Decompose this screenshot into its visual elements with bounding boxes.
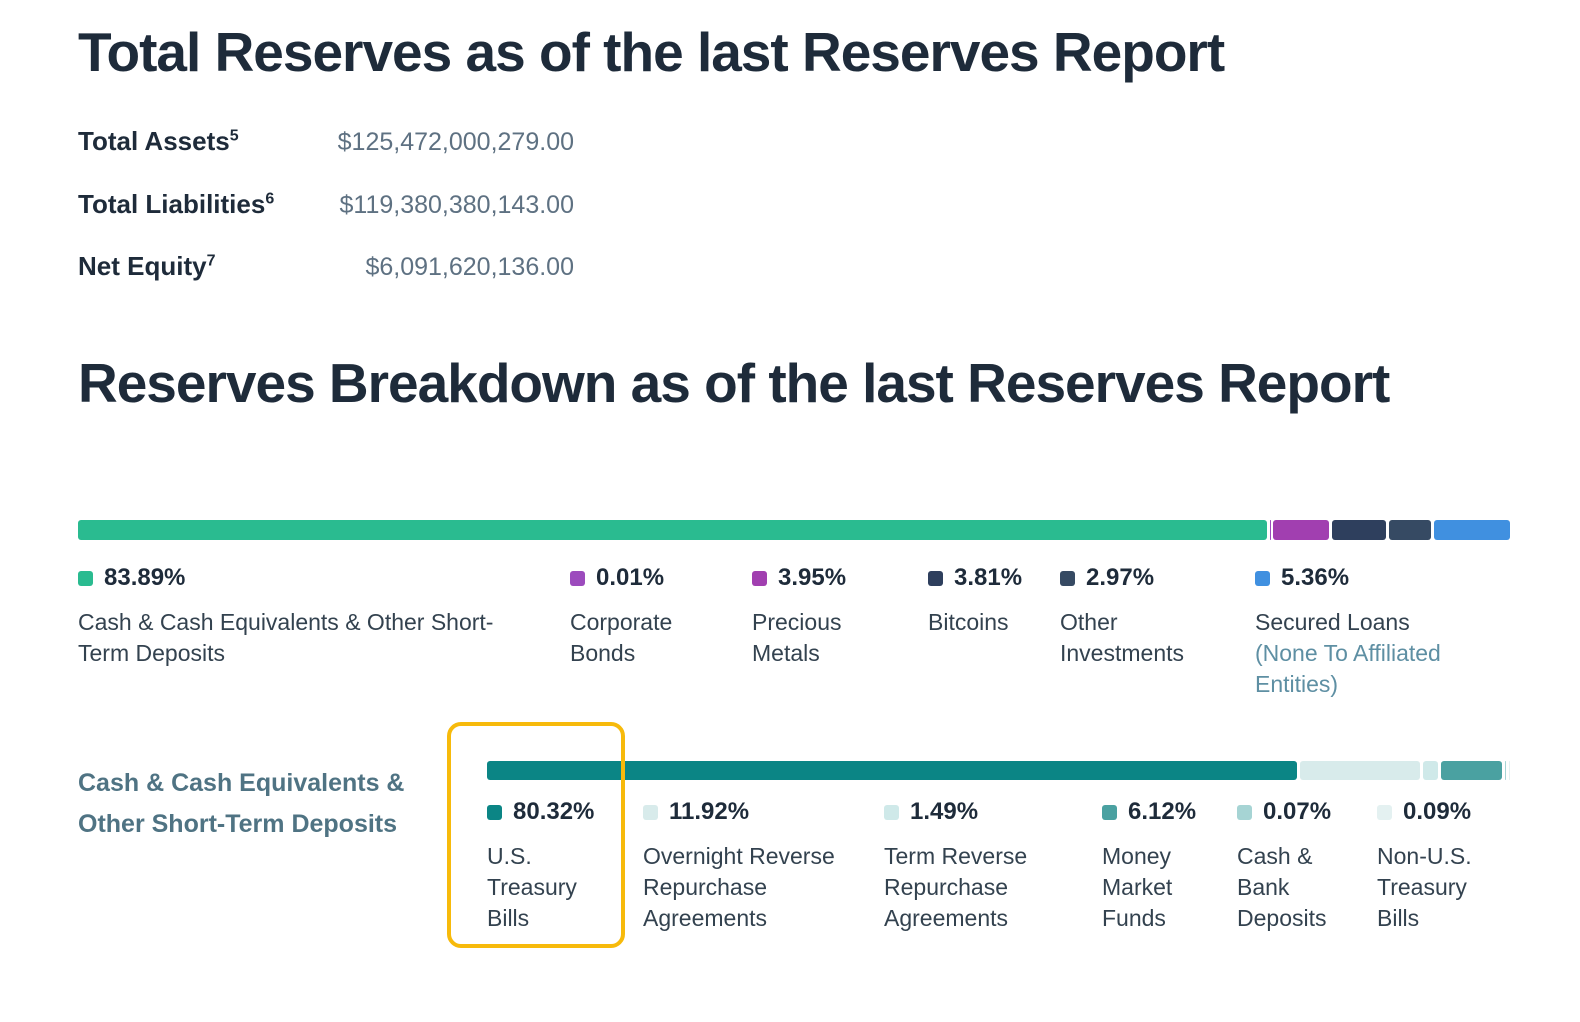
bitcoins-percent: 3.81% (954, 564, 1023, 591)
net-equity-row: Net Equity7 $6,091,620,136.00 (78, 251, 574, 287)
footnote-ref-5: 5 (229, 127, 239, 145)
total-liabilities-row: Total Liabilities6 $119,380,380,143.00 (78, 189, 574, 225)
legend-item-corporate-bonds: 0.01% Corporate Bonds (570, 564, 700, 669)
legend-item-money-market-funds: 6.12% Money Market Funds (1102, 798, 1196, 934)
non-us-treasury-bills-swatch-icon (1377, 804, 1392, 820)
cash-equivalents-percent: 83.89% (104, 564, 186, 591)
total-liabilities-label: Total Liabilities6 (78, 189, 574, 220)
cash-section-label: Cash & Cash Equivalents & Other Short-Te… (78, 769, 405, 838)
cash-breakdown-stacked-bar (487, 761, 1510, 780)
overnight-reverse-repo-label: Overnight Reverse Repurchase Agreements (643, 843, 835, 931)
total-assets-value: $125,472,000,279.00 (337, 128, 574, 156)
cash-bank-deposits-label: Cash & Bank Deposits (1237, 843, 1327, 931)
cash-equivalents-swatch-icon (78, 570, 93, 586)
legend-head: 6.12% (1102, 798, 1196, 826)
corporate-bonds-percent: 0.01% (596, 564, 665, 591)
legend-head: 1.49% (884, 798, 1044, 826)
net-equity-label: Net Equity7 (78, 251, 574, 282)
legend-head: 3.95% (752, 564, 867, 592)
legend-item-secured-loans: 5.36% Secured Loans (None To Affiliated … (1255, 564, 1470, 700)
total-assets-label: Total Assets5 (78, 126, 574, 157)
legend-head: 0.09% (1377, 798, 1482, 826)
reserves-breakdown-title: Reserves Breakdown as of the last Reserv… (78, 352, 1390, 414)
us-treasury-bills-percent: 80.32% (513, 798, 595, 825)
other-investments-swatch-icon (1060, 570, 1075, 586)
legend-head: 11.92% (643, 798, 858, 826)
cash-bank-deposits-swatch-icon (1237, 804, 1252, 820)
precious-metals-label: Precious Metals (752, 609, 842, 666)
legend-head: 2.97% (1060, 564, 1210, 592)
legend-item-other-investments: 2.97% Other Investments (1060, 564, 1210, 669)
precious-metals-swatch-icon (752, 570, 767, 586)
overnight-reverse-repo-swatch-icon (643, 804, 658, 820)
secured-loans-note-link[interactable]: (None To Affiliated Entities) (1255, 640, 1441, 697)
bar-segment-5 (1434, 520, 1511, 540)
secured-loans-label: Secured Loans (None To Affiliated Entiti… (1255, 607, 1470, 700)
total-assets-label-text: Total Assets (78, 126, 230, 156)
money-market-funds-swatch-icon (1102, 804, 1117, 820)
precious-metals-percent: 3.95% (778, 564, 847, 591)
money-market-funds-label: Money Market Funds (1102, 843, 1173, 931)
bar-segment-3 (1331, 520, 1386, 540)
secured-loans-label-text: Secured Loans (1255, 609, 1410, 635)
legend-head: 5.36% (1255, 564, 1470, 592)
legend-item-cash-bank-deposits: 0.07% Cash & Bank Deposits (1237, 798, 1332, 934)
bitcoins-swatch-icon (928, 570, 943, 586)
total-reserves-title: Total Reserves as of the last Reserves R… (78, 21, 1225, 83)
bar-segment-0 (78, 520, 1267, 540)
legend-head: 83.89% (78, 564, 508, 592)
us-treasury-bills-label: U.S. Treasury Bills (487, 843, 577, 931)
other-investments-label: Other Investments (1060, 609, 1184, 666)
cash-bank-deposits-percent: 0.07% (1263, 798, 1332, 825)
non-us-treasury-bills-percent: 0.09% (1403, 798, 1472, 825)
legend-head: 0.07% (1237, 798, 1332, 826)
bar-segment-2 (1272, 520, 1329, 540)
corporate-bonds-swatch-icon (570, 570, 585, 586)
non-us-treasury-bills-label: Non-U.S. Treasury Bills (1377, 843, 1472, 931)
secured-loans-swatch-icon (1255, 570, 1270, 586)
legend-item-us-treasury-bills: 80.32% U.S. Treasury Bills (487, 798, 594, 934)
legend-item-cash-equivalents: 83.89% Cash & Cash Equivalents & Other S… (78, 564, 508, 669)
bitcoins-label: Bitcoins (928, 609, 1009, 635)
money-market-funds-percent: 6.12% (1128, 798, 1197, 825)
net-equity-value: $6,091,620,136.00 (365, 253, 574, 281)
secured-loans-percent: 5.36% (1281, 564, 1350, 591)
legend-head: 80.32% (487, 798, 594, 826)
total-assets-row: Total Assets5 $125,472,000,279.00 (78, 126, 574, 162)
net-equity-label-text: Net Equity (78, 251, 207, 281)
cash-equivalents-label: Cash & Cash Equivalents & Other Short-Te… (78, 609, 494, 666)
total-liabilities-label-text: Total Liabilities (78, 189, 266, 219)
legend-head: 3.81% (928, 564, 1048, 592)
term-reverse-repo-label: Term Reverse Repurchase Agreements (884, 843, 1028, 931)
us-treasury-bills-swatch-icon (487, 804, 502, 820)
term-reverse-repo-swatch-icon (884, 804, 899, 820)
bar-segment-5 (1509, 761, 1510, 780)
bar-segment-4 (1388, 520, 1432, 540)
legend-item-bitcoins: 3.81% Bitcoins (928, 564, 1048, 638)
total-liabilities-value: $119,380,380,143.00 (339, 191, 575, 219)
footnote-ref-6: 6 (265, 190, 275, 208)
bar-segment-1 (1299, 761, 1420, 780)
corporate-bonds-label: Corporate Bonds (570, 609, 673, 666)
legend-item-overnight-reverse-repo: 11.92% Overnight Reverse Repurchase Agre… (643, 798, 858, 934)
term-reverse-repo-percent: 1.49% (910, 798, 979, 825)
bar-segment-2 (1422, 761, 1438, 780)
legend-item-term-reverse-repo: 1.49% Term Reverse Repurchase Agreements (884, 798, 1044, 934)
legend-head: 0.01% (570, 564, 700, 592)
overnight-reverse-repo-percent: 11.92% (669, 798, 750, 825)
other-investments-percent: 2.97% (1086, 564, 1155, 591)
bar-segment-4 (1505, 761, 1507, 780)
reserves-breakdown-stacked-bar (78, 520, 1511, 540)
footnote-ref-7: 7 (206, 252, 216, 270)
legend-item-precious-metals: 3.95% Precious Metals (752, 564, 867, 669)
legend-item-non-us-treasury-bills: 0.09% Non-U.S. Treasury Bills (1377, 798, 1482, 934)
bar-segment-0 (487, 761, 1297, 780)
bar-segment-3 (1440, 761, 1503, 780)
